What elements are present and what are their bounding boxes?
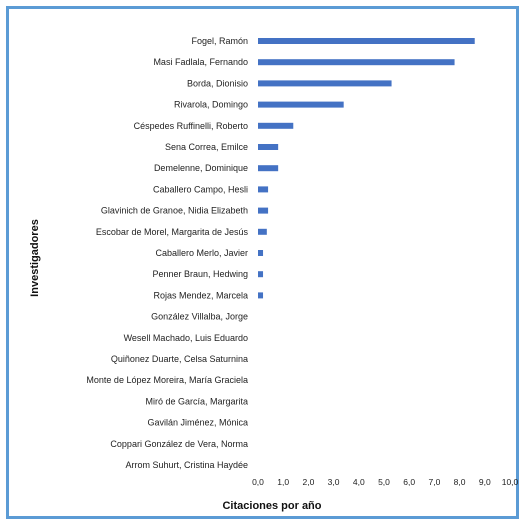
- chart-frame: [6, 6, 519, 519]
- category-label: González Villalba, Jorge: [151, 312, 248, 322]
- bar: [258, 122, 294, 129]
- category-label: Caballero Merlo, Javier: [155, 248, 248, 258]
- x-tick-label: 1,0: [277, 477, 289, 487]
- category-label: Monte de López Moreira, María Graciela: [86, 375, 248, 385]
- category-label: Glavinich de Granoe, Nidia Elizabeth: [101, 206, 248, 216]
- x-tick-labels: 0,0 1,0 2,0 3,0 4,0 5,0 6,0 7,0 8,0 9,0 10,0: [252, 477, 518, 487]
- bar: [258, 165, 279, 172]
- bar: [258, 144, 279, 150]
- category-label: Miró de García, Margarita: [145, 396, 248, 406]
- category-label: Gavilán Jiménez, Mónica: [147, 418, 248, 428]
- category-label: Rivarola, Domingo: [174, 100, 248, 110]
- category-label: Borda, Dionisio: [187, 78, 248, 88]
- bar: [258, 250, 264, 256]
- category-label: Coppari González de Vera, Norma: [110, 439, 248, 449]
- x-tick-label: 2,0: [302, 477, 314, 487]
- category-label: Penner Braun, Hedwing: [152, 269, 248, 279]
- category-label: Caballero Campo, Hesli: [153, 184, 248, 194]
- x-tick-label: 4,0: [353, 477, 365, 487]
- bars-group: [258, 38, 475, 299]
- bar: [258, 80, 392, 87]
- category-label: Sena Correa, Emilce: [165, 142, 248, 152]
- x-tick-label: 6,0: [403, 477, 415, 487]
- y-axis-title: Investigadores: [29, 219, 41, 297]
- bar: [258, 292, 264, 299]
- x-axis-title: Citaciones por año: [222, 500, 321, 512]
- bar: [258, 207, 269, 214]
- category-label: Arrom Suhurt, Cristina Haydée: [125, 460, 248, 470]
- bar: [258, 186, 269, 193]
- category-label: Fogel, Ramón: [191, 36, 248, 46]
- category-label: Quiñonez Duarte, Celsa Saturnina: [111, 354, 248, 364]
- category-label: Masi Fadlala, Fernando: [153, 57, 248, 67]
- bar: [258, 101, 344, 108]
- category-label: Wesell Machado, Luis Eduardo: [124, 333, 248, 343]
- x-tick-label: 7,0: [428, 477, 440, 487]
- category-labels: Fogel, Ramón Masi Fadlala, Fernando Borda,…: [86, 36, 248, 470]
- x-tick-label: 3,0: [328, 477, 340, 487]
- x-tick-label: 0,0: [252, 477, 264, 487]
- bar: [258, 59, 455, 66]
- bar: [258, 228, 267, 235]
- x-tick-label: 8,0: [454, 477, 466, 487]
- category-label: Demelenne, Dominique: [154, 163, 248, 173]
- x-tick-label: 9,0: [479, 477, 491, 487]
- category-label: Escobar de Morel, Margarita de Jesús: [96, 227, 249, 237]
- bar: [258, 38, 475, 44]
- bar: [258, 271, 264, 278]
- category-label: Céspedes Ruffinelli, Roberto: [134, 121, 248, 131]
- x-tick-label: 5,0: [378, 477, 390, 487]
- category-label: Rojas Mendez, Marcela: [153, 290, 248, 300]
- x-tick-label: 10,0: [502, 477, 519, 487]
